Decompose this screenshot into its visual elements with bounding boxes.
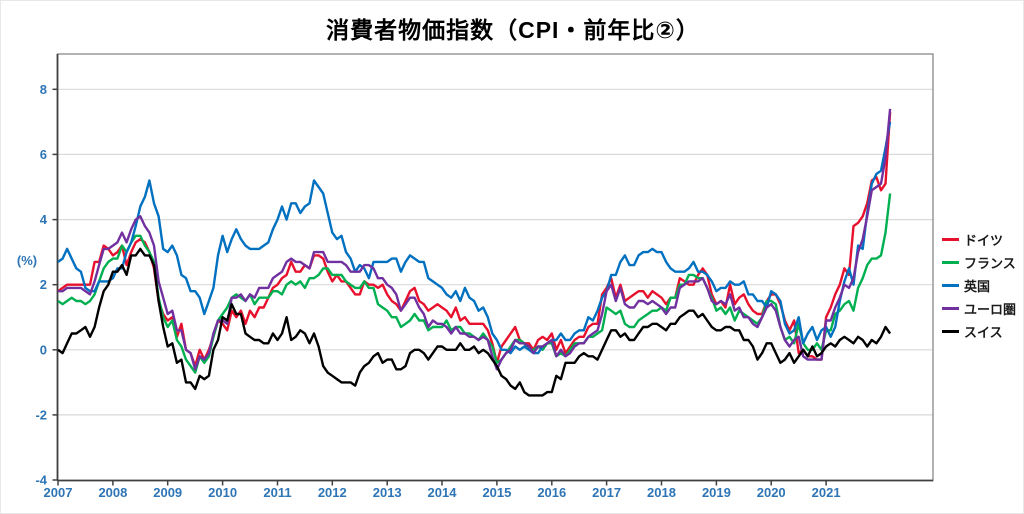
- x-tick-label-2011: 2011: [263, 485, 291, 500]
- y-tick-label-4: 4: [40, 212, 48, 227]
- x-tick-label-2018: 2018: [647, 485, 676, 500]
- legend-swatch-uk: [942, 283, 959, 288]
- series-line-switzerland: [57, 247, 892, 397]
- legend-swatch-eurozone: [942, 306, 959, 311]
- legend-label-germany: ドイツ: [964, 233, 1004, 248]
- x-tick-label-2013: 2013: [373, 485, 402, 500]
- plot-frame: [56, 53, 934, 482]
- legend-swatch-switzerland: [942, 329, 959, 334]
- y-tick-label-8: 8: [40, 82, 47, 97]
- legend-swatch-france: [942, 260, 959, 265]
- legend-label-uk: 英国: [964, 279, 991, 294]
- chart-legend: ドイツ フランス 英国 ユーロ圏 スイス: [942, 228, 1016, 343]
- x-tick-label-2009: 2009: [153, 485, 182, 500]
- x-tick-label-2016: 2016: [537, 485, 566, 500]
- x-tick-label-2020: 2020: [757, 485, 786, 500]
- legend-swatch-germany: [942, 237, 959, 242]
- y-tick-label--2: -2: [35, 407, 47, 422]
- legend-item-uk: 英国: [942, 274, 1016, 297]
- y-tick-label--4: -4: [35, 473, 47, 488]
- series-line-uk: [57, 121, 892, 355]
- legend-label-france: フランス: [964, 256, 1016, 271]
- x-tick-label-2015: 2015: [482, 485, 511, 500]
- x-tick-label-2017: 2017: [592, 485, 621, 500]
- x-tick-label-2014: 2014: [428, 485, 458, 500]
- legend-item-germany: ドイツ: [942, 228, 1016, 251]
- x-tick-label-2008: 2008: [98, 485, 127, 500]
- legend-label-switzerland: スイス: [964, 325, 1003, 340]
- series-line-germany: [57, 112, 892, 368]
- x-tick-label-2012: 2012: [318, 485, 347, 500]
- x-tick-label-2021: 2021: [812, 485, 841, 500]
- chart-title: 消費者物価指数（CPI・前年比②）: [326, 17, 700, 43]
- x-tick-label-2007: 2007: [44, 485, 73, 500]
- legend-item-eurozone: ユーロ圏: [942, 297, 1016, 320]
- legend-item-france: フランス: [942, 251, 1016, 274]
- y-tick-label-2: 2: [40, 277, 47, 292]
- legend-item-switzerland: スイス: [942, 320, 1016, 343]
- x-tick-label-2019: 2019: [702, 485, 731, 500]
- series-line-eurozone: [58, 108, 892, 371]
- y-tick-label-0: 0: [40, 342, 47, 357]
- y-tick-label-6: 6: [40, 147, 47, 162]
- x-tick-label-2010: 2010: [208, 485, 237, 500]
- legend-label-eurozone: ユーロ圏: [964, 302, 1017, 317]
- y-axis-unit-label: (%): [16, 253, 38, 268]
